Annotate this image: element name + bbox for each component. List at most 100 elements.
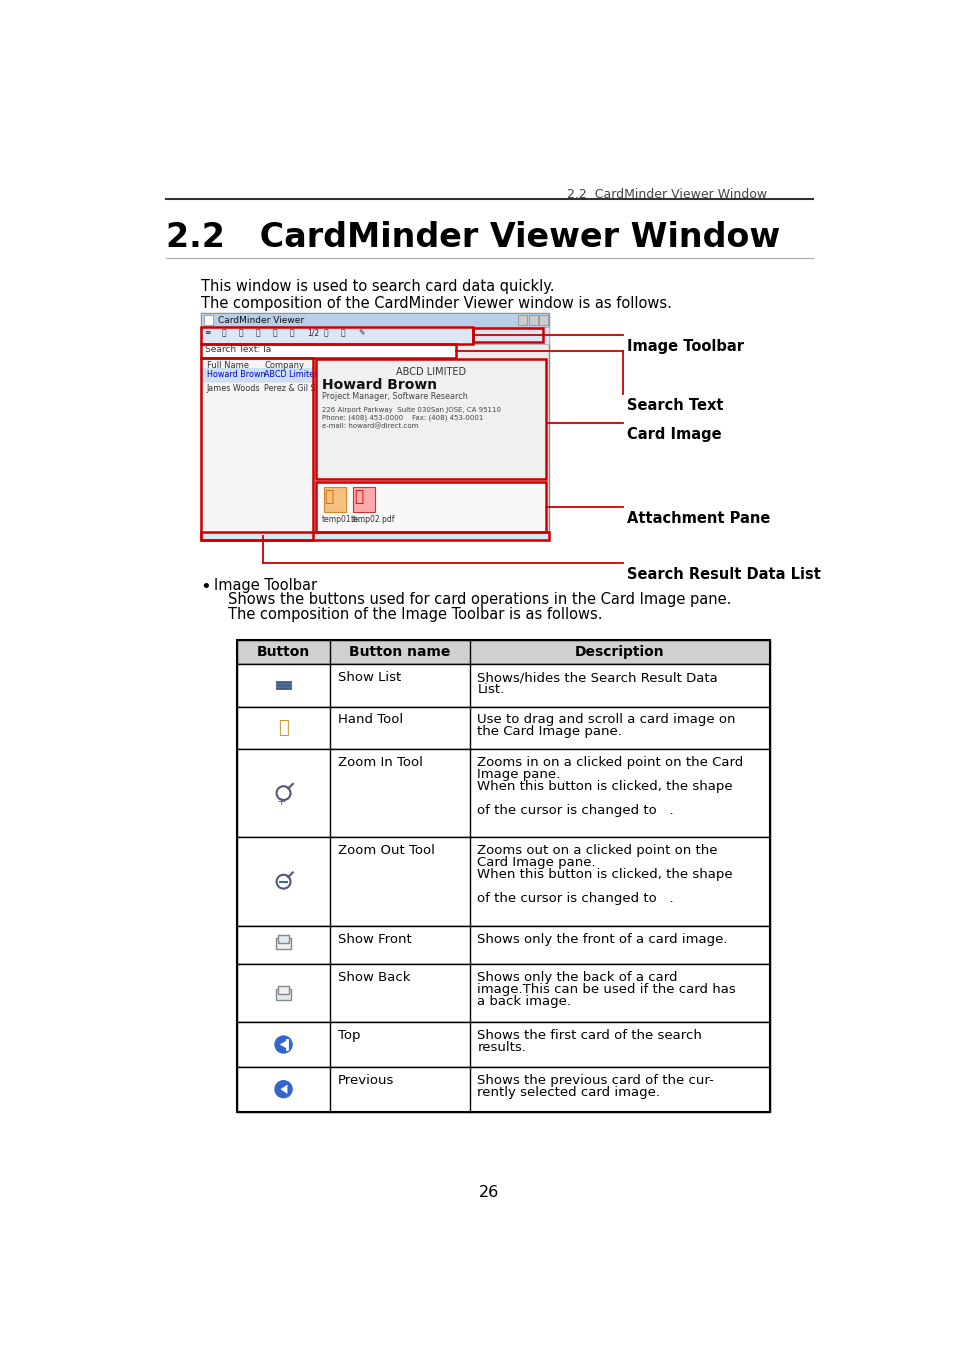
Bar	[278, 986, 289, 994]
Text: 🤚: 🤚	[278, 719, 289, 736]
Text: Button: Button	[256, 644, 310, 659]
Text: ≡: ≡	[204, 328, 211, 338]
Bar	[473, 328, 542, 342]
Text: Description: Description	[575, 644, 664, 659]
Text: ABCD Limited: ABCD Limited	[264, 370, 319, 380]
Text: 🖐: 🖐	[221, 328, 226, 338]
Bar	[200, 313, 549, 327]
Text: ⏮: ⏮	[323, 328, 328, 338]
Bar	[315, 359, 546, 478]
Text: Zooms in on a clicked point on the Card: Zooms in on a clicked point on the Card	[476, 755, 742, 769]
Text: 26: 26	[478, 1185, 498, 1200]
Polygon shape	[280, 1085, 287, 1094]
Text: Shows only the back of a card: Shows only the back of a card	[476, 971, 677, 985]
Text: Use to drag and scroll a card image on: Use to drag and scroll a card image on	[476, 713, 735, 727]
Bar	[236, 965, 769, 1023]
Text: a back image.: a back image.	[476, 996, 571, 1008]
Bar	[204, 315, 213, 324]
Bar	[201, 327, 472, 345]
Text: +: +	[276, 797, 286, 807]
Text: ABCD LIMITED: ABCD LIMITED	[395, 367, 465, 377]
Text: Zoom Out Tool: Zoom Out Tool	[337, 844, 435, 858]
Text: Perez & Gil S.A.: Perez & Gil S.A.	[264, 384, 326, 393]
Text: Image Toolbar: Image Toolbar	[213, 578, 316, 593]
Bar	[275, 989, 291, 1000]
Text: Full Name: Full Name	[207, 361, 249, 370]
Bar	[315, 359, 546, 478]
Text: ✎: ✎	[357, 328, 364, 338]
Text: Zooms out on a clicked point on the: Zooms out on a clicked point on the	[476, 844, 717, 858]
Text: of the cursor is changed to   .: of the cursor is changed to .	[476, 804, 673, 816]
Text: 🔍: 🔍	[238, 328, 243, 338]
FancyBboxPatch shape	[315, 359, 546, 478]
Text: 2.2   CardMinder Viewer Window: 2.2 CardMinder Viewer Window	[166, 220, 780, 254]
Text: Shows/hides the Search Result Data: Shows/hides the Search Result Data	[476, 671, 718, 684]
Text: Project Manager, Software Research: Project Manager, Software Research	[322, 392, 468, 401]
Bar	[200, 327, 549, 345]
Bar	[200, 369, 313, 382]
Text: Zoom In Tool: Zoom In Tool	[337, 755, 422, 769]
Circle shape	[274, 1036, 292, 1052]
Text: image.This can be used if the card has: image.This can be used if the card has	[476, 984, 736, 996]
Text: Company: Company	[264, 361, 304, 370]
Text: 2.2  CardMinder Viewer Window: 2.2 CardMinder Viewer Window	[567, 188, 766, 200]
Text: the Card Image pane.: the Card Image pane.	[476, 725, 621, 739]
Text: Button name: Button name	[349, 644, 450, 659]
Bar	[315, 482, 546, 532]
Bar	[278, 935, 289, 943]
Text: Phone: (408) 453-0000    Fax: (408) 453-0001: Phone: (408) 453-0000 Fax: (408) 453-000…	[322, 415, 483, 422]
Bar	[517, 315, 526, 324]
Text: Search Text: Search Text	[626, 397, 722, 413]
Bar	[236, 1023, 769, 1067]
Text: 226 Airport Parkway  Suite 030San JOSE, CA 95110: 226 Airport Parkway Suite 030San JOSE, C…	[322, 407, 500, 413]
Polygon shape	[279, 1040, 286, 1048]
Text: ⏭: ⏭	[340, 328, 345, 338]
Text: James Woods: James Woods	[207, 384, 260, 393]
Text: 🔍: 🔍	[255, 328, 260, 338]
Text: Card Image pane.: Card Image pane.	[476, 857, 596, 869]
Bar	[538, 315, 547, 324]
Text: rently selected card image.: rently selected card image.	[476, 1086, 659, 1098]
Text: 🖼: 🖼	[324, 489, 334, 504]
Bar	[236, 707, 769, 748]
Text: ⬛: ⬛	[290, 328, 294, 338]
Text: Shows the previous card of the cur-: Shows the previous card of the cur-	[476, 1074, 713, 1086]
Bar	[236, 838, 769, 925]
Text: temp01.b...: temp01.b...	[321, 515, 365, 524]
Bar	[236, 639, 769, 665]
Bar	[236, 748, 769, 838]
Text: 1/2: 1/2	[307, 328, 318, 338]
Bar	[236, 925, 769, 965]
Text: Shows the buttons used for card operations in the Card Image pane.: Shows the buttons used for card operatio…	[228, 592, 730, 607]
Text: Search Text: la: Search Text: la	[205, 346, 272, 354]
Bar	[200, 345, 456, 358]
Bar	[472, 327, 549, 345]
Text: Search Result Data List: Search Result Data List	[626, 567, 820, 582]
Text: CardMinder Viewer: CardMinder Viewer	[217, 316, 303, 326]
Bar	[200, 532, 549, 540]
Text: When this button is clicked, the shape: When this button is clicked, the shape	[476, 780, 732, 793]
Circle shape	[274, 1081, 292, 1097]
Bar	[200, 358, 313, 540]
Bar	[200, 313, 549, 540]
Text: Howard Brown: Howard Brown	[322, 378, 437, 392]
Bar	[353, 488, 375, 512]
Bar	[275, 939, 291, 948]
Text: Show Front: Show Front	[337, 934, 411, 946]
Text: of the cursor is changed to   .: of the cursor is changed to .	[476, 892, 673, 905]
Text: Image Toolbar: Image Toolbar	[626, 339, 743, 354]
Text: When this button is clicked, the shape: When this button is clicked, the shape	[476, 869, 732, 881]
Text: This window is used to search card data quickly.: This window is used to search card data …	[200, 280, 554, 295]
Text: The composition of the Image Toolbar is as follows.: The composition of the Image Toolbar is …	[228, 607, 601, 623]
Bar	[200, 345, 456, 358]
Text: Top: Top	[337, 1029, 360, 1042]
Bar	[200, 358, 313, 540]
Bar	[200, 532, 549, 540]
Text: List.: List.	[476, 684, 504, 696]
Text: Shows only the front of a card image.: Shows only the front of a card image.	[476, 934, 727, 946]
Text: Show List: Show List	[337, 671, 400, 684]
Text: 📄: 📄	[354, 489, 363, 504]
Bar	[236, 665, 769, 707]
Text: The composition of the CardMinder Viewer window is as follows.: The composition of the CardMinder Viewer…	[200, 296, 671, 311]
Text: e-mail: howard@direct.com: e-mail: howard@direct.com	[322, 423, 418, 428]
